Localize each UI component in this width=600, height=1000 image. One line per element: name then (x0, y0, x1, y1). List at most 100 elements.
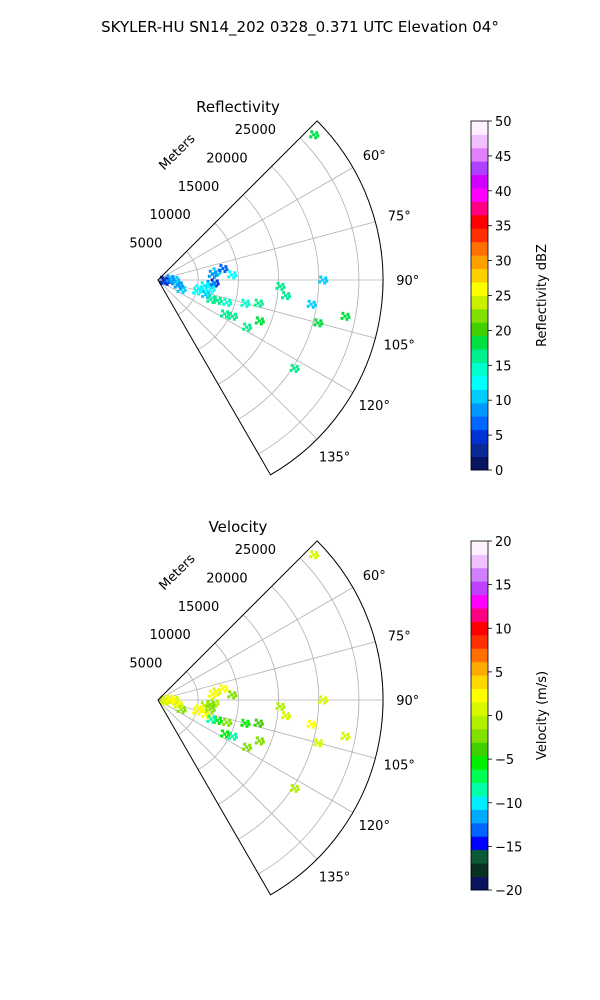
azimuth-gridline (157, 279, 376, 339)
radar-panel-velocity: Velocity 5000 10000 15000 20000 25000 Meters 60… (129, 518, 550, 899)
echo-pixel (309, 302, 313, 306)
echo-cluster (275, 701, 286, 711)
radar-panels: Reflectivity500010000150002000025000Mete… (129, 98, 550, 899)
echo-pixel (218, 269, 222, 273)
echo-pixel (223, 690, 227, 694)
range-ring (238, 586, 320, 840)
colorbar-segment (471, 863, 488, 877)
echo-pixel (183, 708, 187, 712)
echo-cluster (254, 736, 265, 746)
echo-pixel (214, 704, 218, 708)
echo-pixel (260, 302, 264, 306)
echo-pixel (212, 687, 216, 691)
echo-pixel (210, 710, 214, 714)
echo-pixel (211, 285, 215, 289)
colorbar-segment (471, 728, 488, 743)
colorbar-segment (471, 715, 488, 730)
azimuth-tick-label: 60° (363, 569, 386, 584)
echo-pixel (202, 290, 206, 294)
echo-pixel (325, 279, 329, 283)
echo-pixel (245, 304, 249, 308)
colorbar-segment (471, 769, 488, 784)
echo-pixel (225, 268, 229, 272)
echo-pixel (218, 691, 222, 695)
echo-pixel (223, 717, 227, 721)
echo-pixel (174, 700, 178, 704)
echo-pixel (276, 281, 280, 285)
echo-pixel (227, 695, 231, 699)
echo-pixel (229, 301, 233, 305)
echo-pixel (287, 712, 291, 716)
colorbar-tick-label: 35 (495, 220, 512, 235)
echo-pixel (345, 737, 349, 741)
echo-pixel (192, 291, 196, 295)
echo-cluster (318, 275, 329, 285)
echo-pixel (221, 729, 225, 733)
colorbar-segment (471, 443, 488, 457)
echo-pixel (202, 284, 206, 288)
echo-pixel (170, 280, 174, 284)
echo-cluster (313, 318, 324, 328)
colorbar-tick-label: 0 (495, 464, 503, 479)
echo-pixel (316, 741, 320, 745)
colorbar-segment (471, 648, 488, 663)
echo-pixel (227, 723, 231, 727)
echo-cluster (227, 690, 238, 700)
echo-pixel (347, 735, 351, 739)
echo-pixel (226, 310, 230, 314)
echo-pixel (306, 724, 310, 728)
echo-pixel (172, 698, 176, 702)
echo-pixel (233, 312, 237, 316)
sector-outline (157, 120, 384, 476)
colorbar-segment (471, 742, 488, 757)
echo-pixel (200, 281, 204, 285)
echo-pixel (232, 696, 236, 700)
colorbar-tick-label: 5 (495, 666, 503, 681)
echo-pixel (180, 284, 184, 288)
echo-pixel (284, 294, 288, 298)
echo-pixel (288, 295, 292, 299)
echo-pixel (255, 316, 259, 320)
range-ring (258, 557, 360, 875)
echo-pixel (281, 716, 285, 720)
echo-pixel (246, 299, 250, 303)
echo-pixel (249, 326, 253, 330)
echo-pixel (165, 702, 169, 706)
echo-pixel (343, 314, 347, 318)
echo-pixel (223, 270, 227, 274)
echo-pixel (234, 694, 238, 698)
echo-pixel (199, 710, 203, 714)
echo-pixel (258, 304, 262, 308)
colorbar-segment (471, 228, 488, 243)
echo-pixel (227, 316, 231, 320)
sector-outline (157, 540, 384, 896)
echo-pixel (242, 327, 246, 331)
echo-pixel (281, 282, 285, 286)
colorbar-segment (471, 849, 488, 864)
echo-pixel (228, 690, 232, 694)
echo-pixel (260, 737, 264, 741)
echo-cluster (220, 309, 231, 319)
echo-pixel (290, 363, 294, 367)
echo-cluster (220, 729, 231, 739)
colorbar-segment (471, 308, 488, 323)
echo-pixel (210, 692, 214, 696)
echo-pixel (212, 267, 216, 271)
echo-cluster (206, 294, 217, 304)
colorbar-segment (471, 661, 488, 676)
echo-pixel (200, 701, 204, 705)
colorbar-segment (471, 188, 488, 202)
echo-pixel (294, 789, 298, 793)
echo-pixel (213, 270, 217, 274)
echo-pixel (204, 293, 208, 297)
echo-pixel (175, 695, 179, 699)
echo-pixel (288, 715, 292, 719)
echo-pixel (198, 707, 202, 711)
echo-pixel (171, 282, 175, 286)
echo-cluster (192, 286, 203, 296)
echo-pixel (212, 708, 216, 712)
echo-pixel (255, 736, 259, 740)
echo-pixel (216, 702, 220, 706)
echo-pixel (208, 707, 212, 711)
